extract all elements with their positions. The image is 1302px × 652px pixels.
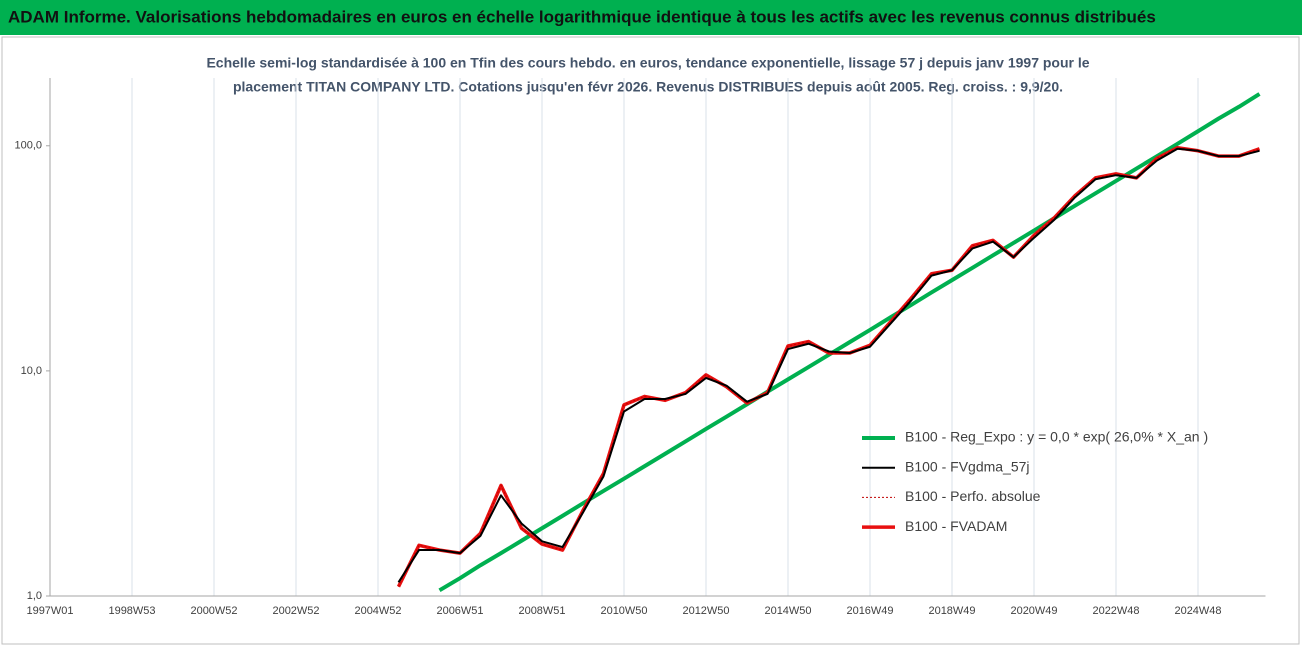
series-line [397, 147, 1260, 583]
chart-title: ADAM Informe. Valorisations hebdomadaire… [8, 7, 1156, 26]
x-tick-label: 1997W01 [26, 605, 73, 617]
legend-label: B100 - Perfo. absolue [905, 488, 1041, 504]
x-tick-label: 2000W52 [190, 605, 237, 617]
x-tick-label: 2010W50 [600, 605, 647, 617]
title-bar [0, 0, 1302, 35]
subtitle: Echelle semi-log standardisée à 100 en T… [206, 55, 1089, 71]
x-tick-label: 2006W51 [436, 605, 483, 617]
chart-border [1, 36, 1300, 645]
x-tick-label: 2014W50 [764, 605, 811, 617]
x-tick-label: 2002W52 [272, 605, 319, 617]
y-tick-label: 1,0 [27, 590, 42, 602]
series-line [396, 145, 1261, 588]
x-tick-label: 2022W48 [1092, 605, 1139, 617]
legend-label: B100 - FVADAM [905, 518, 1007, 534]
x-tick-label: 2008W51 [518, 605, 565, 617]
x-tick-label: 2018W49 [928, 605, 975, 617]
legend-label: B100 - FVgdma_57j [905, 458, 1030, 474]
legend-label: B100 - Reg_Expo : y = 0,0 * exp( 26,0% *… [905, 429, 1208, 445]
x-tick-label: 2012W50 [682, 605, 729, 617]
x-tick-label: 2020W49 [1010, 605, 1057, 617]
x-tick-label: 2004W52 [354, 605, 401, 617]
y-tick-label: 100,0 [14, 140, 42, 152]
x-tick-label: 2024W48 [1174, 605, 1221, 617]
y-tick-label: 10,0 [21, 365, 42, 377]
x-tick-label: 2016W49 [846, 605, 893, 617]
x-tick-label: 1998W53 [108, 605, 155, 617]
subtitle: placement TITAN COMPANY LTD. Cotations j… [233, 79, 1063, 95]
